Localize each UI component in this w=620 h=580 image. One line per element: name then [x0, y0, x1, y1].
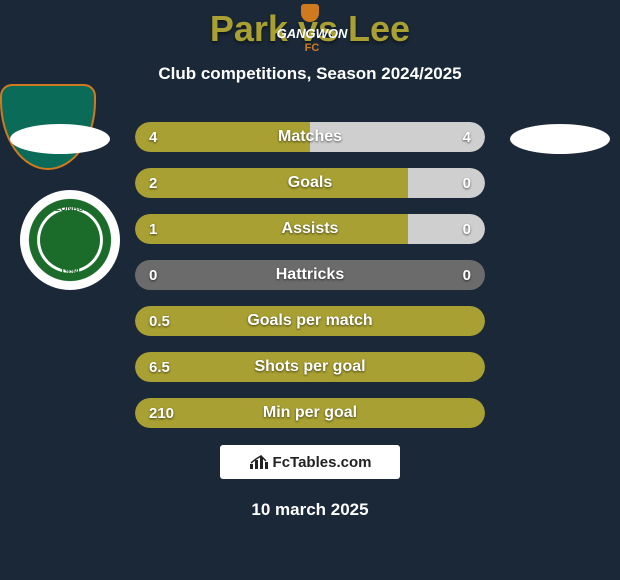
- stat-value-left: 1: [149, 214, 157, 244]
- stat-row: Assists1 0: [135, 214, 485, 244]
- crest-right-label: GANGWON: [2, 26, 620, 41]
- stat-value-left: 0: [149, 260, 157, 290]
- stat-label: Assists: [135, 214, 485, 244]
- stat-value-right: 0: [463, 214, 471, 244]
- stat-label: Min per goal: [135, 398, 485, 428]
- stat-label: Goals: [135, 168, 485, 198]
- stats-bars: Matches44Goals20Assists10Hattricks00Goal…: [135, 122, 485, 444]
- chart-icon: [249, 454, 269, 470]
- crest-left-year: 1994: [22, 266, 118, 276]
- stat-value-left: 210: [149, 398, 174, 428]
- stat-row: Min per goal210: [135, 398, 485, 428]
- stat-row: Goals per match0.5: [135, 306, 485, 336]
- stat-value-right: 0: [463, 168, 471, 198]
- crest-left-text-top: JEONBUK: [22, 204, 118, 213]
- footer-brand[interactable]: FcTables.com: [220, 445, 400, 479]
- stat-value-right: 0: [463, 260, 471, 290]
- subtitle: Club competitions, Season 2024/2025: [0, 64, 620, 84]
- crest-right-fc: FC: [2, 42, 620, 54]
- crest-left-inner-icon: [40, 210, 100, 270]
- stat-label: Goals per match: [135, 306, 485, 336]
- stat-row: Matches4 4: [135, 122, 485, 152]
- stat-label: Shots per goal: [135, 352, 485, 382]
- stat-value-left: 0.5: [149, 306, 170, 336]
- footer-date: 10 march 2025: [0, 500, 620, 520]
- crest-jeonbuk: JEONBUK 1994: [20, 190, 120, 290]
- stat-label: Matches: [135, 122, 485, 152]
- stat-value-left: 4: [149, 122, 157, 152]
- stat-value-right: 4: [463, 122, 471, 152]
- stat-row: Shots per goal6.5: [135, 352, 485, 382]
- stat-value-left: 2: [149, 168, 157, 198]
- trophy-icon: [301, 4, 319, 22]
- avatar-left-placeholder: [10, 124, 110, 154]
- avatar-right-placeholder: [510, 124, 610, 154]
- stat-label: Hattricks: [135, 260, 485, 290]
- stat-value-left: 6.5: [149, 352, 170, 382]
- stat-row: Hattricks0 0: [135, 260, 485, 290]
- stat-row: Goals2 0: [135, 168, 485, 198]
- footer-brand-text: FcTables.com: [273, 454, 372, 471]
